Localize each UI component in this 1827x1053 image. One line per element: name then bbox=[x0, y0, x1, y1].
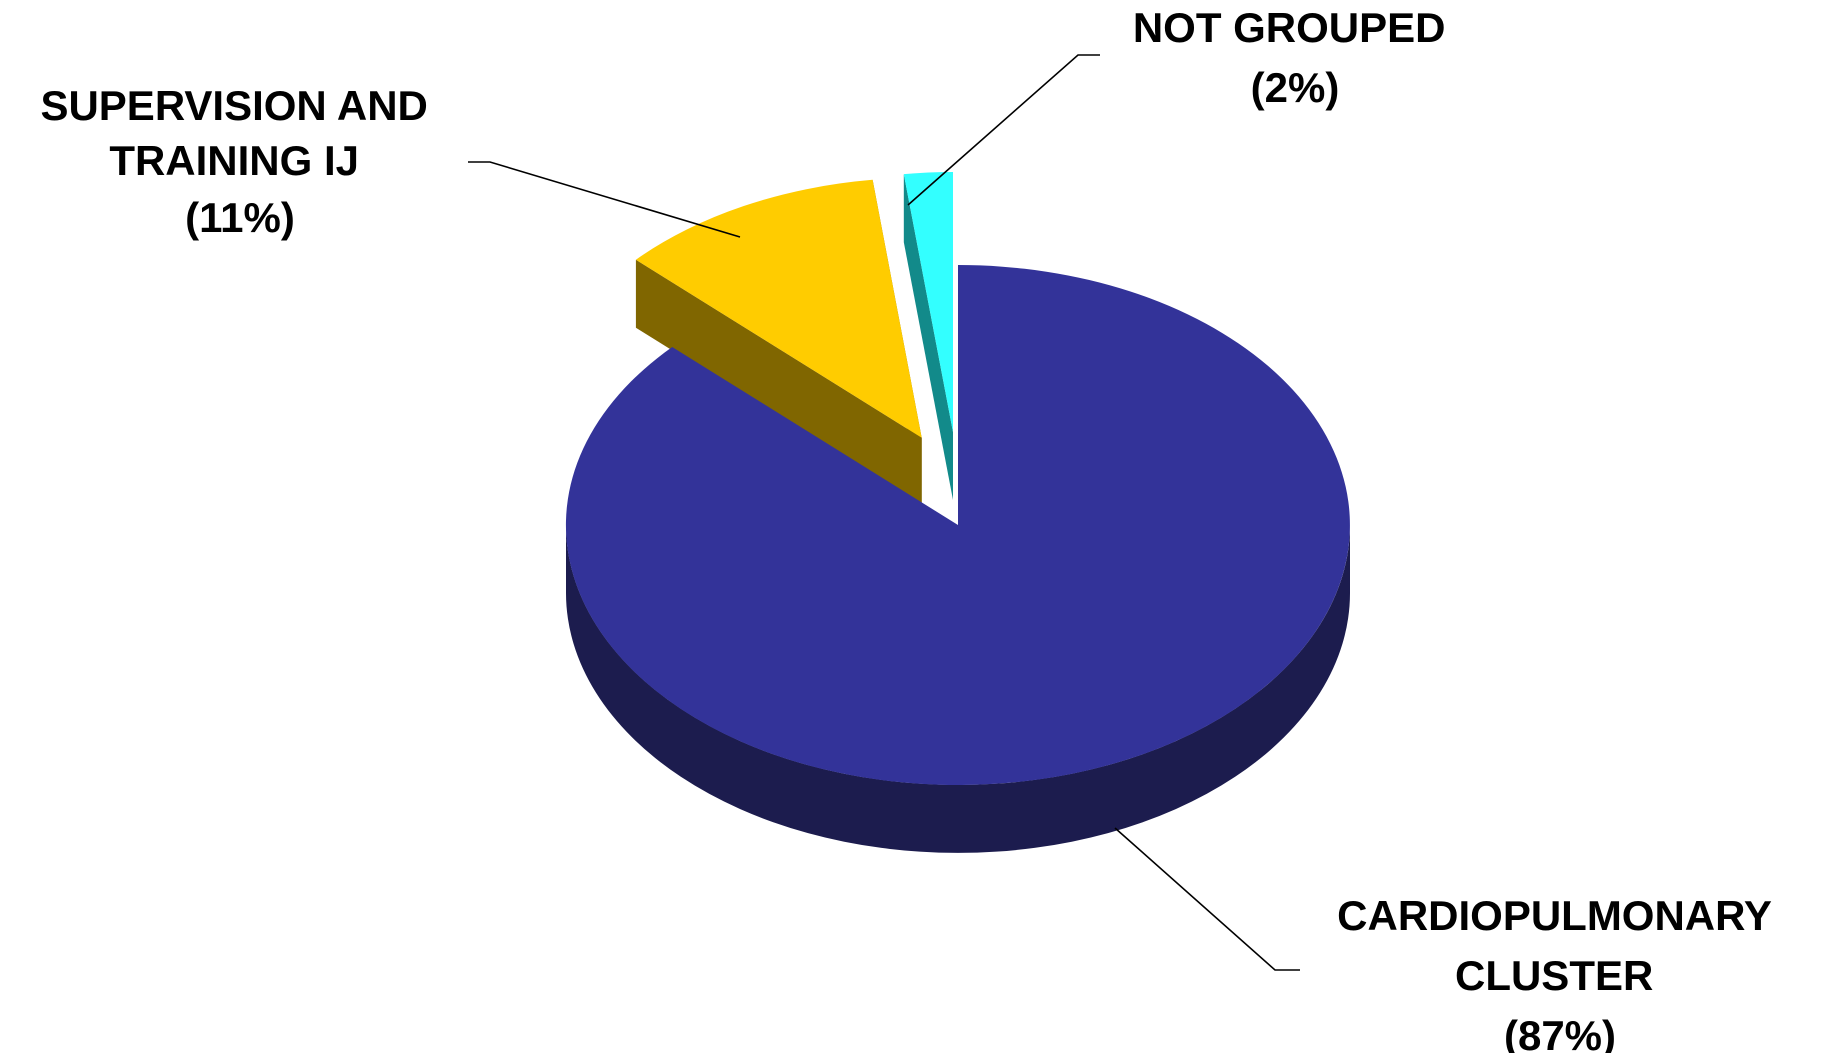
slice-label-line: CLUSTER bbox=[1455, 952, 1653, 999]
slice-label-cardiopulmonary: CARDIOPULMONARY CLUSTER (87%) bbox=[1337, 892, 1783, 1053]
slice-label-line: TRAINING IJ bbox=[109, 137, 359, 184]
pie-slice-supervision bbox=[635, 179, 922, 438]
slice-edge-supervision-0 bbox=[635, 259, 922, 506]
slice-label-line: CARDIOPULMONARY bbox=[1337, 892, 1772, 939]
slice-percent-label: (11%) bbox=[185, 194, 295, 241]
pie-slice-cardiopulmonary bbox=[565, 265, 1350, 785]
leader-line-not-grouped bbox=[907, 54, 1100, 206]
slice-side-cardiopulmonary bbox=[566, 525, 1350, 853]
slice-edge-not-grouped-0 bbox=[903, 174, 953, 500]
slice-label-line: NOT GROUPED bbox=[1133, 4, 1446, 51]
slice-label-supervision: SUPERVISION AND TRAINING IJ (11%) bbox=[40, 82, 439, 241]
leader-line-cardiopulmonary bbox=[1114, 827, 1300, 971]
slice-label-not-grouped: NOT GROUPED (2%) bbox=[1133, 4, 1457, 111]
slice-label-line: SUPERVISION AND bbox=[40, 82, 427, 129]
pie-slices bbox=[565, 172, 1350, 785]
leader-line-supervision bbox=[468, 161, 741, 238]
slice-percent-label: (2%) bbox=[1251, 64, 1340, 111]
pie-slice-not-grouped bbox=[903, 172, 953, 432]
slice-percent-label: (87%) bbox=[1504, 1012, 1616, 1053]
